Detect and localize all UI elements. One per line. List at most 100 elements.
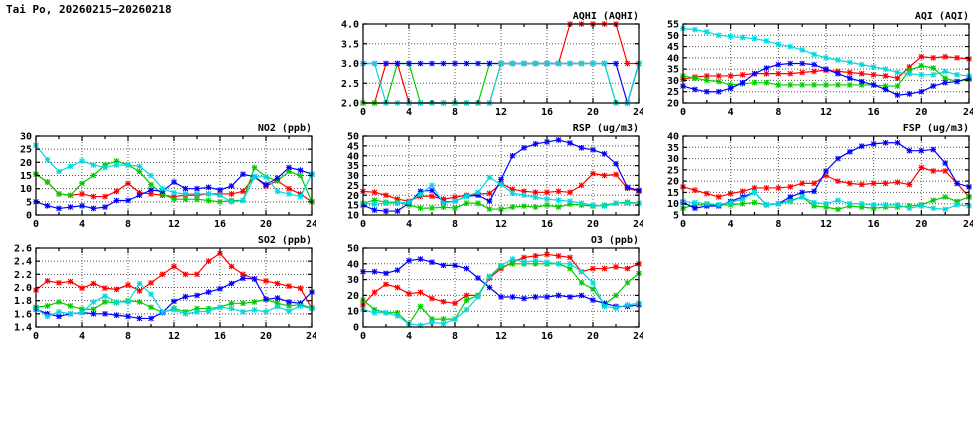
y-tick-label: 1.4 bbox=[14, 323, 32, 334]
data-point-marker bbox=[90, 172, 97, 179]
data-point-marker bbox=[906, 147, 913, 154]
data-point-marker bbox=[286, 168, 292, 175]
x-tick-label: 4 bbox=[79, 219, 85, 230]
data-point-marker bbox=[787, 82, 794, 88]
x-tick-label: 20 bbox=[587, 107, 599, 118]
data-point-marker bbox=[113, 188, 120, 195]
x-tick-label: 24 bbox=[963, 219, 973, 230]
data-point-marker bbox=[894, 139, 901, 146]
data-point-marker bbox=[102, 204, 108, 210]
data-point-marker bbox=[205, 191, 212, 197]
data-point-marker bbox=[463, 306, 470, 313]
data-point-marker bbox=[440, 316, 447, 322]
x-tick-label: 24 bbox=[633, 219, 643, 230]
data-point-marker bbox=[56, 299, 62, 305]
data-point-marker bbox=[113, 197, 120, 204]
data-point-marker bbox=[509, 186, 516, 193]
data-point-marker bbox=[799, 180, 805, 187]
data-point-marker bbox=[704, 73, 710, 79]
data-point-marker bbox=[297, 193, 304, 200]
data-point-marker bbox=[383, 309, 389, 316]
data-point-marker bbox=[521, 295, 527, 302]
data-point-marker bbox=[452, 198, 458, 204]
data-point-marker bbox=[578, 182, 585, 189]
data-point-marker bbox=[509, 261, 516, 267]
data-point-marker bbox=[870, 141, 877, 147]
x-tick-label: 12 bbox=[495, 107, 507, 118]
data-point-marker bbox=[383, 208, 389, 214]
data-point-marker bbox=[240, 300, 246, 307]
data-point-marker bbox=[440, 60, 447, 67]
data-point-marker bbox=[274, 295, 281, 301]
data-point-marker bbox=[113, 162, 120, 168]
data-point-marker bbox=[544, 259, 550, 266]
data-point-marker bbox=[148, 187, 154, 193]
data-point-marker bbox=[521, 192, 527, 199]
data-point-marker bbox=[894, 179, 901, 186]
data-point-marker bbox=[429, 182, 435, 189]
data-point-marker bbox=[521, 203, 527, 209]
data-point-marker bbox=[102, 311, 108, 317]
y-tick-label: 15 bbox=[347, 201, 359, 212]
data-point-marker bbox=[811, 68, 817, 75]
data-point-marker bbox=[182, 196, 189, 202]
data-point-marker bbox=[715, 88, 722, 95]
data-point-marker bbox=[44, 156, 51, 163]
y-tick-label: 40 bbox=[347, 259, 359, 270]
data-point-marker bbox=[90, 311, 97, 317]
data-point-marker bbox=[930, 55, 937, 61]
data-point-marker bbox=[727, 73, 734, 79]
data-point-marker bbox=[371, 268, 378, 275]
data-point-marker bbox=[894, 92, 901, 98]
y-tick-label: 50 bbox=[347, 244, 359, 255]
data-point-marker bbox=[148, 280, 154, 286]
data-point-marker bbox=[930, 168, 937, 174]
x-tick-label: 20 bbox=[587, 331, 599, 342]
data-point-marker bbox=[763, 202, 770, 208]
data-point-marker bbox=[486, 60, 493, 67]
data-point-marker bbox=[858, 204, 865, 210]
data-point-marker bbox=[954, 55, 960, 61]
data-point-marker bbox=[251, 174, 258, 180]
data-point-marker bbox=[823, 200, 829, 207]
data-point-marker bbox=[894, 83, 901, 89]
data-point-marker bbox=[521, 188, 527, 195]
data-point-marker bbox=[286, 164, 292, 171]
data-point-marker bbox=[274, 300, 281, 307]
data-point-marker bbox=[228, 305, 235, 312]
data-point-marker bbox=[918, 53, 925, 60]
data-point-marker bbox=[56, 313, 62, 320]
x-tick-label: 20 bbox=[915, 107, 927, 118]
data-point-marker bbox=[544, 189, 550, 196]
data-point-marker bbox=[954, 78, 960, 85]
data-point-marker bbox=[240, 275, 246, 282]
data-point-marker bbox=[486, 206, 493, 212]
data-point-marker bbox=[704, 200, 710, 207]
data-point-marker bbox=[125, 313, 131, 320]
x-tick-label: 8 bbox=[775, 107, 781, 118]
y-tick-label: 10 bbox=[347, 211, 359, 222]
data-point-marker bbox=[787, 43, 794, 50]
data-point-marker bbox=[601, 303, 608, 310]
data-point-marker bbox=[406, 257, 412, 264]
data-point-marker bbox=[67, 163, 74, 170]
y-tick-label: 35 bbox=[347, 161, 359, 172]
data-point-marker bbox=[394, 309, 401, 316]
data-point-marker bbox=[775, 185, 782, 191]
data-point-marker bbox=[102, 193, 108, 200]
data-point-marker bbox=[894, 69, 901, 76]
data-point-marker bbox=[775, 82, 782, 88]
y-tick-label: 30 bbox=[347, 171, 359, 182]
x-tick-label: 20 bbox=[260, 219, 272, 230]
data-point-marker bbox=[835, 57, 841, 63]
data-point-marker bbox=[763, 185, 770, 191]
x-tick-label: 4 bbox=[406, 107, 412, 118]
data-point-marker bbox=[217, 304, 223, 311]
data-point-marker bbox=[217, 286, 223, 292]
data-point-marker bbox=[555, 292, 562, 299]
data-point-marker bbox=[251, 164, 258, 171]
data-point-marker bbox=[799, 60, 805, 67]
data-point-marker bbox=[452, 316, 458, 322]
data-point-marker bbox=[274, 188, 281, 195]
data-point-marker bbox=[394, 200, 401, 206]
